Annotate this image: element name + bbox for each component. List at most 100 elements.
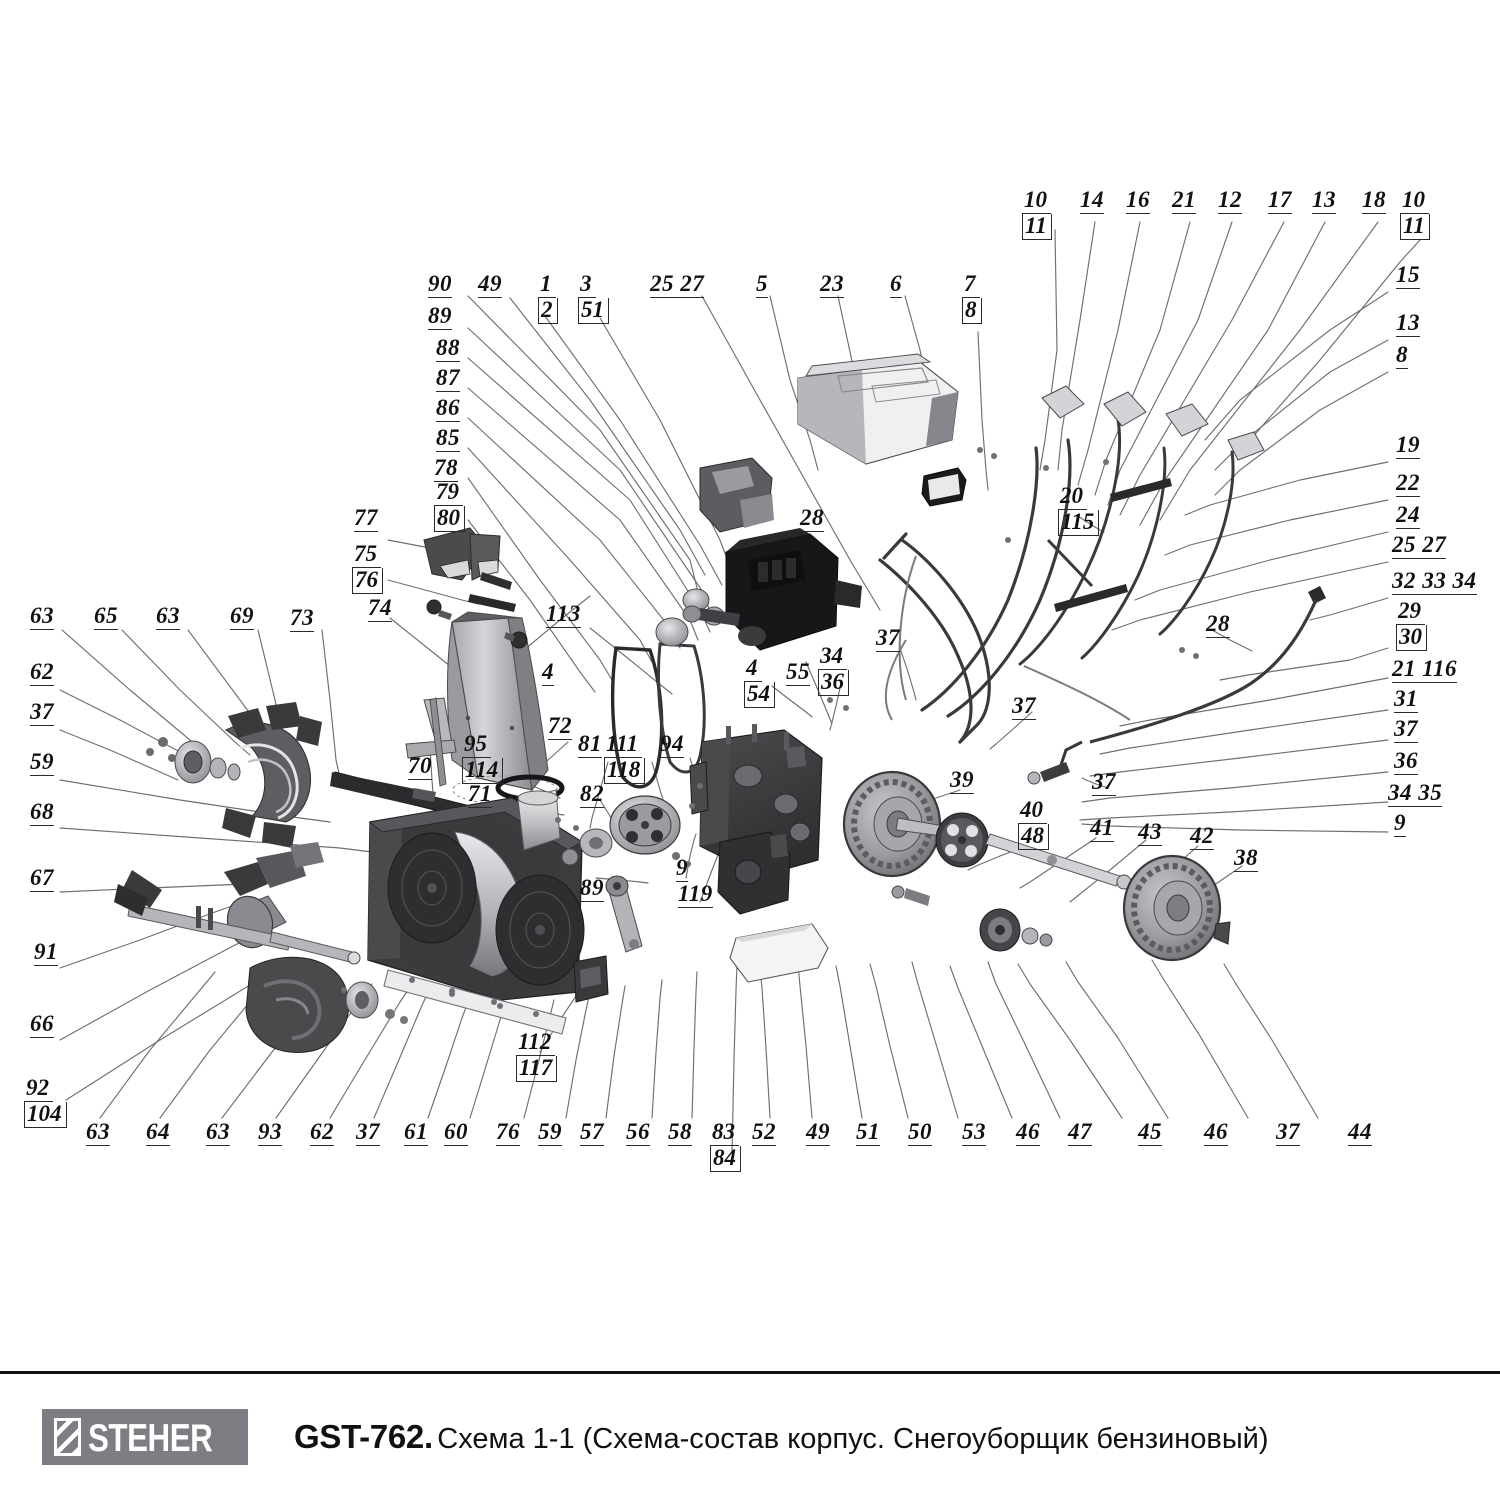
callout-7-8: 7 8	[962, 271, 982, 325]
callout-49-top: 49	[478, 271, 502, 298]
callout-value: 11	[1022, 214, 1052, 241]
callout-37-m3: 37	[1092, 769, 1116, 796]
part-bottom-plate	[729, 923, 829, 983]
callout-73: 73	[290, 605, 314, 632]
callout-34-35: 34 35	[1388, 780, 1443, 807]
callout-86: 86	[436, 395, 460, 422]
callout-bottom-50: 50	[908, 1119, 932, 1146]
callout-bottom-57: 57	[580, 1119, 604, 1146]
callout-37-m2: 37	[1012, 693, 1036, 720]
callout-78: 78	[434, 455, 458, 482]
callout-70: 70	[408, 753, 432, 780]
callout-bottom-47: 47	[1068, 1119, 1092, 1146]
callout-bottom-83-84: 83 84	[710, 1119, 741, 1173]
callout-68: 68	[30, 799, 54, 826]
callout-19: 19	[1396, 432, 1420, 459]
callout-39: 39	[950, 767, 974, 794]
callout-89-mid: 89	[580, 875, 604, 902]
callout-bottom-59: 59	[538, 1119, 562, 1146]
callout-25-27-right: 25 27	[1392, 532, 1447, 559]
callout-bottom-58: 58	[668, 1119, 692, 1146]
callout-bottom-46a: 46	[1016, 1119, 1040, 1146]
callout-bottom-76: 76	[496, 1119, 520, 1146]
callout-10-11: 10 11	[1022, 187, 1052, 241]
brand-wordmark: STEHER	[88, 1415, 213, 1459]
callout-63-a: 63	[30, 603, 54, 630]
callout-17: 17	[1268, 187, 1292, 214]
part-knob	[504, 631, 528, 649]
callout-bottom-63b: 63	[206, 1119, 230, 1146]
part-discharge-chute	[447, 611, 558, 805]
diagram-caption: GST-762. Схема 1-1 (Схема-состав корпус.…	[294, 1418, 1269, 1456]
callout-59-left: 59	[30, 749, 54, 776]
part-air-filter-cover	[699, 457, 774, 533]
part-rod-small	[468, 572, 516, 612]
callout-79-80: 79 80	[434, 479, 465, 533]
part-top-console	[797, 353, 959, 465]
callout-31: 31	[1394, 686, 1418, 713]
callout-40-48: 40 48	[1018, 797, 1049, 851]
callout-16: 16	[1126, 187, 1150, 214]
callout-28-engine: 28	[800, 505, 824, 532]
part-control-cables	[884, 555, 1131, 721]
part-handlebar-frame	[878, 438, 1072, 744]
callout-value: 10	[1022, 187, 1051, 215]
callout-63-b: 63	[156, 603, 180, 630]
callout-111-118: 111 118	[604, 731, 646, 785]
part-gearbox-assembly	[114, 842, 361, 965]
scheme-description: Схема 1-1 (Схема-состав корпус. Снегоубо…	[437, 1423, 1269, 1455]
callout-87: 87	[436, 365, 460, 392]
part-chute-crank-rod	[1027, 586, 1326, 785]
callout-89-top: 89	[428, 303, 452, 330]
part-wheel-right	[1122, 854, 1231, 962]
callout-bottom-44: 44	[1348, 1119, 1372, 1146]
part-impeller-spout	[517, 789, 561, 851]
callout-37-m1: 37	[876, 625, 900, 652]
callout-10-11-right: 10 11	[1400, 187, 1430, 241]
callout-18: 18	[1362, 187, 1386, 214]
callout-55: 55	[786, 659, 810, 686]
callout-38: 38	[1234, 845, 1258, 872]
callout-91: 91	[34, 939, 58, 966]
diagram-artwork	[59, 221, 1421, 1153]
callout-5: 5	[756, 271, 768, 298]
callout-81: 81	[578, 731, 602, 758]
slash-box-icon	[54, 1418, 81, 1456]
part-bearing-flange	[146, 737, 241, 784]
callout-bottom-37b: 37	[1276, 1119, 1300, 1146]
callout-bottom-93: 93	[258, 1119, 282, 1146]
callout-4-54: 4 54	[744, 655, 775, 709]
callout-13-top: 13	[1312, 187, 1336, 214]
callout-71: 71	[468, 781, 492, 808]
callout-23: 23	[820, 271, 844, 298]
part-belt-guard	[573, 955, 609, 1003]
callout-24: 24	[1396, 502, 1420, 529]
part-scraper-blade	[330, 772, 420, 806]
callout-66: 66	[30, 1011, 54, 1038]
part-auger-gear-assembly	[222, 702, 322, 848]
part-wheel-left	[842, 770, 945, 878]
part-axle-shaft	[985, 833, 1132, 890]
callout-113: 113	[546, 601, 581, 628]
callout-41: 41	[1090, 815, 1114, 842]
callout-74: 74	[368, 595, 392, 622]
callout-92-104: 92 104	[24, 1075, 67, 1129]
callout-bottom-56: 56	[626, 1119, 650, 1146]
callout-69: 69	[230, 603, 254, 630]
part-right-gearbox	[717, 831, 791, 915]
part-engine	[682, 528, 862, 651]
callout-bottom-61: 61	[404, 1119, 428, 1146]
part-knob-2	[426, 599, 452, 620]
callout-bottom-52: 52	[752, 1119, 776, 1146]
callout-42: 42	[1190, 823, 1214, 850]
part-fasteners	[341, 447, 1199, 1009]
callout-82: 82	[580, 781, 604, 808]
callout-bottom-51: 51	[856, 1119, 880, 1146]
callout-bottom-49: 49	[806, 1119, 830, 1146]
exploded-diagram-canvas: 10 11 14 16 21 12 17 13 18 10 11 15 13 8…	[24, 187, 1477, 1173]
callout-22: 22	[1396, 470, 1420, 497]
callout-67: 67	[30, 865, 54, 892]
callout-8-right: 8	[1396, 342, 1408, 369]
callout-14: 14	[1080, 187, 1104, 214]
callout-20-115: 20 115	[1058, 483, 1100, 537]
